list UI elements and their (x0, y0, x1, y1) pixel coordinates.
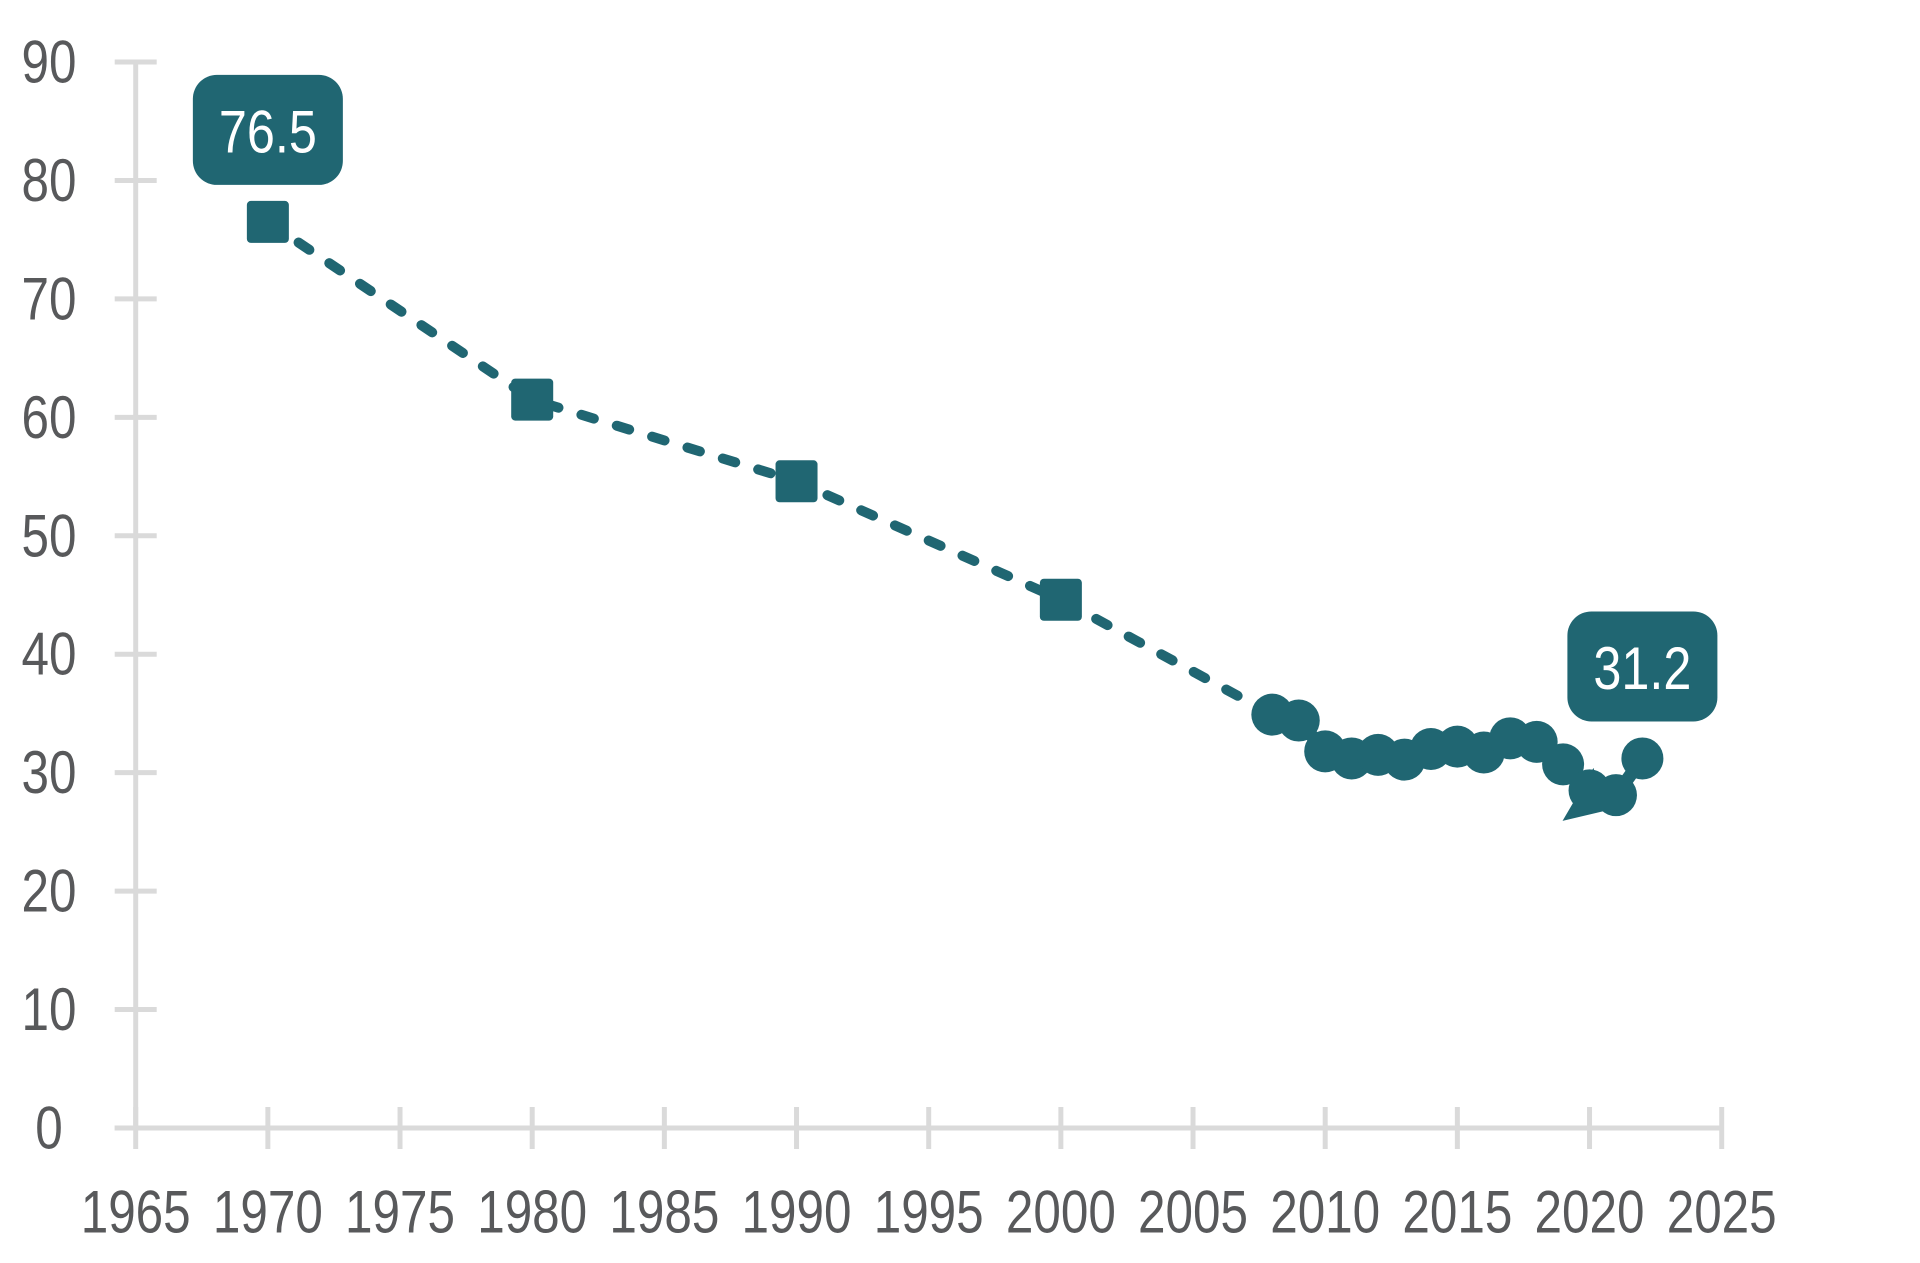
dip-arrow-icon (1562, 767, 1618, 821)
y-tick-label-20: 20 (22, 858, 77, 925)
marker-square-2000 (1039, 578, 1082, 621)
y-tick-label-80: 80 (22, 147, 77, 214)
y-tick-label-40: 40 (22, 621, 77, 688)
x-tick-label-1995: 1995 (874, 1179, 984, 1246)
marker-circle-2019 (1542, 743, 1585, 786)
decadal-series-dashed-line (262, 216, 1278, 720)
x-tick-label-1970: 1970 (213, 1179, 323, 1246)
x-tick-label-1965: 1965 (81, 1179, 191, 1246)
first-value-callout-label: 76.5 (219, 98, 317, 165)
x-tick-label-2025: 2025 (1667, 1179, 1777, 1246)
y-tick-label-30: 30 (22, 739, 77, 806)
x-tick-label-2020: 2020 (1535, 1179, 1645, 1246)
marker-square-1990 (775, 460, 818, 503)
y-tick-label-60: 60 (22, 384, 77, 451)
x-tick-label-2015: 2015 (1402, 1179, 1512, 1246)
y-tick-label-90: 90 (22, 29, 77, 96)
marker-square-1970 (246, 200, 289, 243)
x-tick-label-1990: 1990 (742, 1179, 852, 1246)
x-tick-label-2005: 2005 (1138, 1179, 1248, 1246)
marker-circle-2022 (1621, 737, 1664, 780)
x-tick-label-2000: 2000 (1006, 1179, 1116, 1246)
y-tick-label-10: 10 (22, 976, 77, 1043)
x-tick-label-2010: 2010 (1270, 1179, 1380, 1246)
x-tick-label-1980: 1980 (477, 1179, 587, 1246)
marker-square-1980 (511, 378, 554, 421)
last-value-callout-label: 31.2 (1593, 635, 1691, 702)
last-value-callout (1567, 611, 1718, 722)
x-tick-label-1985: 1985 (609, 1179, 719, 1246)
y-tick-label-70: 70 (22, 265, 77, 332)
y-tick-label-50: 50 (22, 502, 77, 569)
first-value-callout (192, 74, 343, 185)
x-tick-label-1975: 1975 (345, 1179, 455, 1246)
marker-circle-2009 (1277, 699, 1320, 742)
y-tick-label-0: 0 (35, 1095, 63, 1162)
